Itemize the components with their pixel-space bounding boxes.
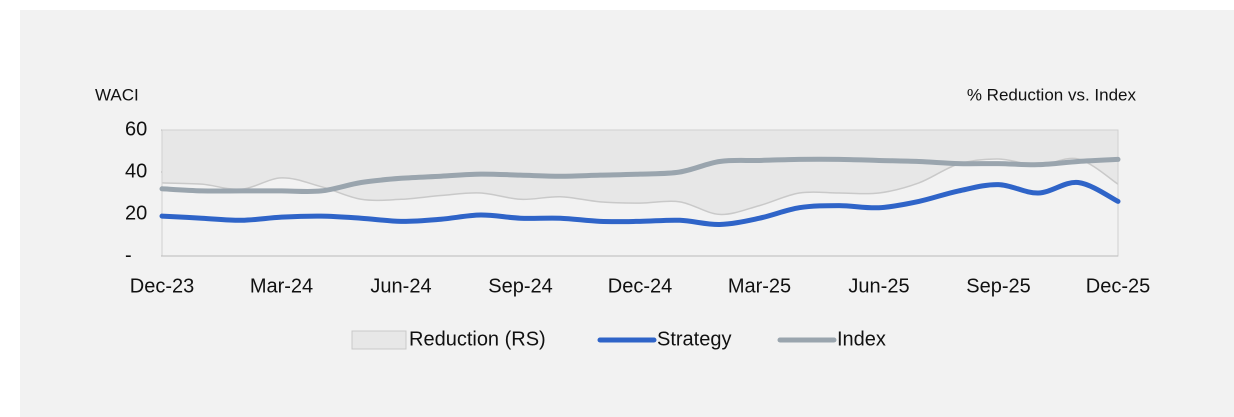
x-tick-label: Mar-24 xyxy=(250,275,313,297)
y-tick-label: - xyxy=(125,244,132,266)
x-tick-label: Dec-24 xyxy=(608,275,672,297)
legend-swatch xyxy=(351,330,407,350)
y-tick-label: 40 xyxy=(125,160,147,182)
x-tick-label: Jun-25 xyxy=(848,275,909,297)
x-tick-label: Jun-24 xyxy=(370,275,431,297)
x-tick-label: Mar-25 xyxy=(728,275,791,297)
y-tick-label: 20 xyxy=(125,202,147,224)
x-tick-label: Dec-25 xyxy=(1086,275,1150,297)
legend-label: Index xyxy=(837,328,886,350)
x-tick-label: Sep-24 xyxy=(488,275,553,297)
y-axis-label: WACI xyxy=(95,85,139,104)
legend-label: Strategy xyxy=(657,328,731,350)
x-tick-label: Sep-25 xyxy=(966,275,1031,297)
chart-background xyxy=(20,10,1234,417)
line-series xyxy=(159,179,1121,228)
legend-label: Reduction (RS) xyxy=(409,328,546,350)
line-series xyxy=(159,156,1121,195)
y2-axis-label: % Reduction vs. Index xyxy=(967,85,1137,104)
x-tick-label: Dec-23 xyxy=(130,275,194,297)
y-tick-label: 60 xyxy=(125,118,147,140)
